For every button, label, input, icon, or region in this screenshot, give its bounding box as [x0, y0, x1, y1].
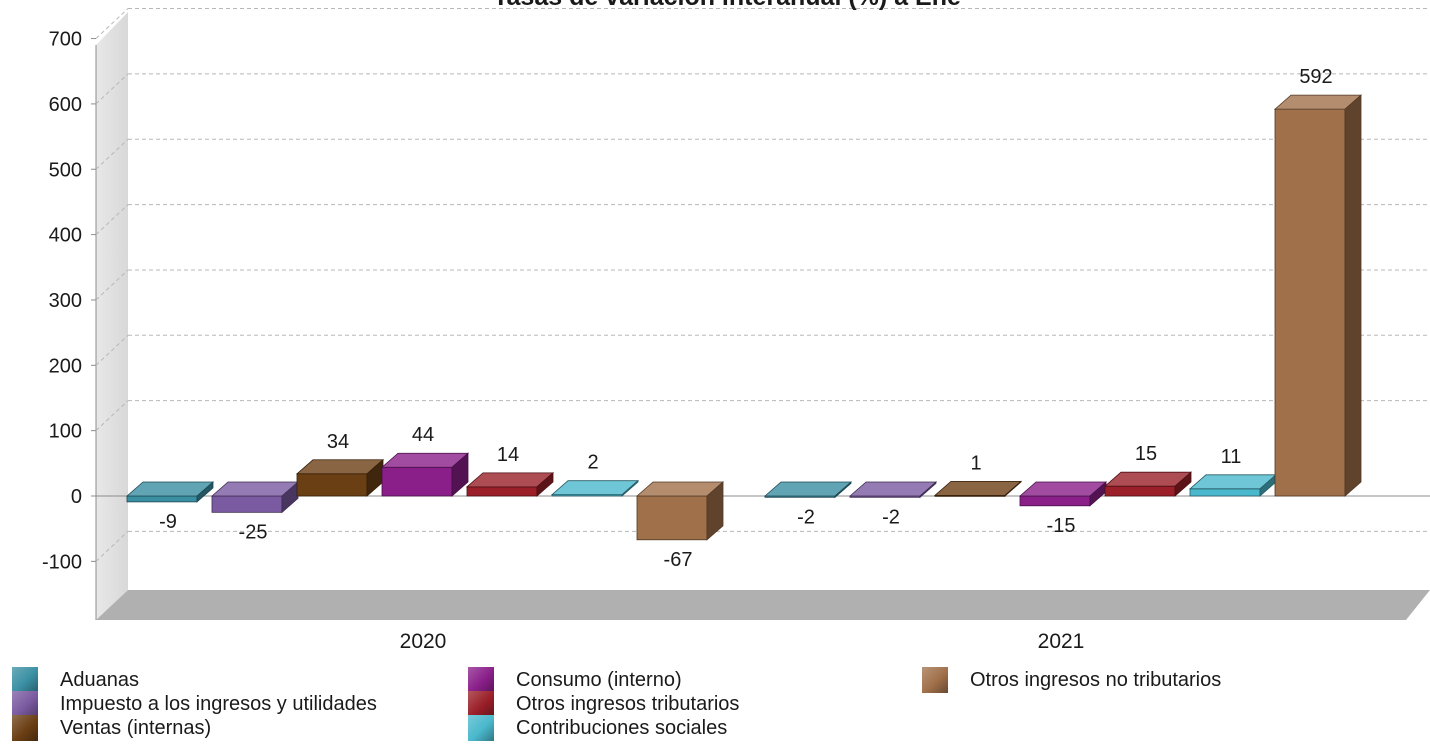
x-tick-label: 2020 — [400, 630, 447, 653]
bar-front — [466, 486, 538, 497]
data-label: 11 — [1221, 446, 1242, 468]
bar-side — [1344, 94, 1362, 497]
gridline-diagonal — [95, 138, 129, 170]
gridline-diagonal — [95, 269, 129, 301]
bar — [1273, 94, 1363, 497]
data-label: -2 — [882, 506, 900, 528]
y-tick-label: 300 — [49, 290, 82, 312]
bar-side — [1004, 480, 1022, 497]
bar-front — [381, 466, 453, 497]
y-tick-label: 500 — [49, 159, 82, 181]
bar-front — [1104, 485, 1176, 497]
gridline-diagonal — [95, 530, 129, 562]
bar-front — [636, 495, 708, 541]
bar-front — [126, 495, 198, 503]
bar-side — [919, 481, 937, 499]
bar — [933, 480, 1023, 497]
y-tick-labels: -100 0 100 200 300 400 500 600 700 — [42, 29, 82, 574]
bar-side — [706, 481, 724, 541]
bar — [465, 471, 555, 497]
bar-side — [621, 479, 639, 497]
bar-front — [1274, 108, 1346, 497]
data-label: 34 — [327, 431, 349, 453]
gridline-diagonal — [95, 73, 129, 105]
data-label: 592 — [1299, 66, 1332, 88]
data-label: 2 — [587, 452, 598, 474]
data-label: 15 — [1135, 443, 1157, 465]
bar — [848, 481, 938, 499]
y-tick-label: -100 — [42, 551, 82, 573]
bar — [550, 479, 640, 497]
bar-front — [1019, 495, 1091, 507]
bar-side — [451, 452, 469, 497]
bar — [125, 481, 215, 503]
gridline-diagonal — [95, 8, 129, 39]
bar — [1018, 481, 1108, 507]
data-label: 1 — [970, 452, 981, 474]
gridline-diagonal — [95, 334, 129, 366]
data-label: -67 — [664, 549, 693, 571]
bar — [380, 452, 470, 497]
bar-front — [1189, 488, 1261, 497]
bar-side — [834, 481, 852, 499]
x-tick-labels: 2020 2021 — [400, 630, 1085, 653]
data-label: -15 — [1047, 515, 1076, 537]
chart-side-wall — [96, 12, 128, 620]
bar-side — [281, 481, 299, 514]
bar-side — [1174, 471, 1192, 497]
chart-title: Tasas de variación interanual (%) a Ene — [493, 0, 961, 11]
data-label: 14 — [497, 444, 519, 466]
data-label: 44 — [412, 424, 434, 446]
data-label: -9 — [159, 511, 177, 533]
gridline-diagonal — [95, 400, 129, 432]
gridline-diagonal — [95, 204, 129, 235]
y-tick-label: 200 — [49, 355, 82, 377]
bar-front — [296, 473, 368, 497]
y-tick-label: 100 — [49, 421, 82, 443]
x-tick-label: 2021 — [1038, 630, 1085, 653]
y-tick-label: 600 — [49, 94, 82, 116]
y-tick-label: 700 — [49, 29, 82, 51]
bar — [210, 481, 300, 514]
y-tick-label: 0 — [71, 486, 82, 508]
bar-side — [536, 471, 554, 497]
y-tick-label: 400 — [49, 225, 82, 247]
bar — [763, 481, 853, 499]
data-label: -25 — [239, 521, 268, 543]
gridlines — [91, 8, 1430, 562]
bar-side — [196, 481, 214, 503]
data-labels: -9 -25 34 44 14 2 -67 -2 -2 1 -15 15 11 592 — [159, 66, 1333, 571]
data-label: -2 — [797, 506, 815, 528]
bar — [1188, 473, 1278, 497]
chart-floor — [96, 590, 1430, 620]
bar — [635, 481, 725, 541]
bar-front — [211, 495, 283, 513]
bar — [1103, 471, 1193, 497]
bar — [295, 458, 385, 497]
bars — [125, 94, 1363, 541]
